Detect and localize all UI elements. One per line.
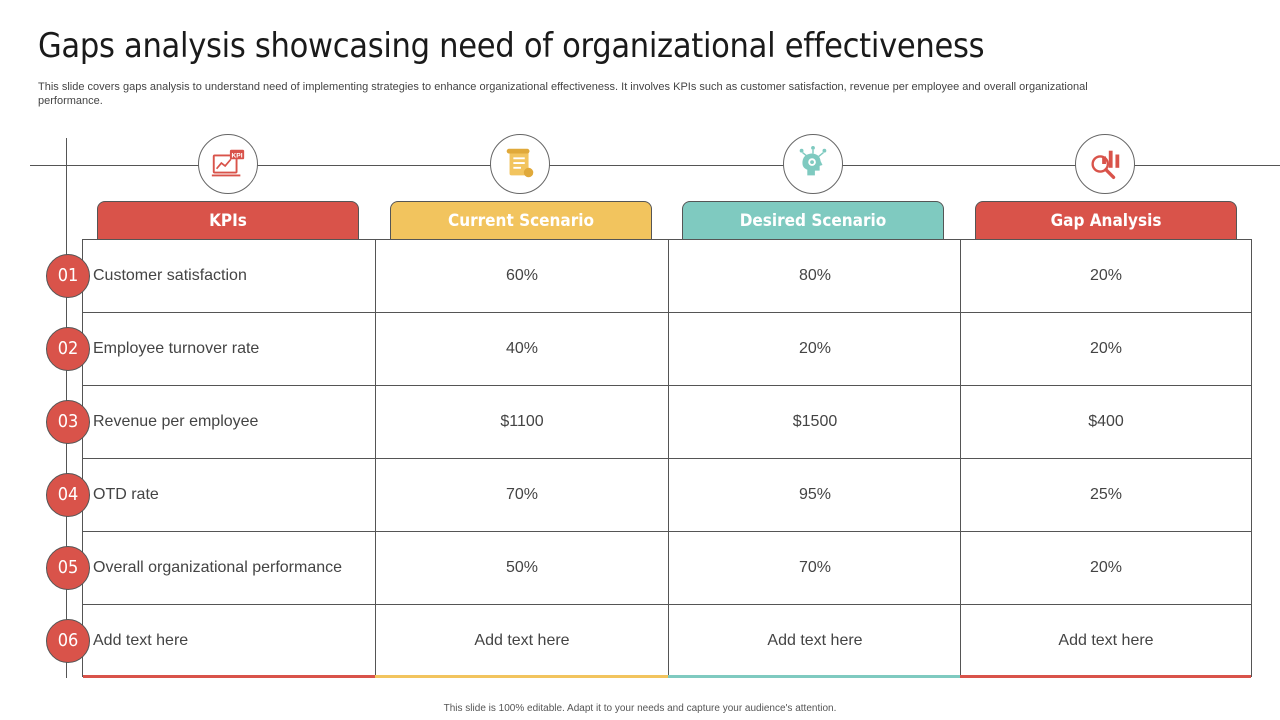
- kpi-cell: Employee turnover rate: [93, 340, 260, 357]
- gap-cell: 25%: [960, 459, 1251, 531]
- magnifier-chart-icon: [1075, 134, 1135, 194]
- current-cell: $1100: [375, 386, 668, 458]
- kpi-cell: Add text here: [93, 632, 189, 649]
- row-number-badge: 01: [46, 254, 90, 298]
- header-current-scenario: Current Scenario: [390, 201, 652, 239]
- current-bottom-strip: [375, 675, 668, 678]
- gap-cell: 20%: [960, 313, 1251, 385]
- table-row: Customer satisfaction 60% 80% 20%: [83, 240, 1251, 313]
- kpi-icon: KPI: [198, 134, 258, 194]
- row-number-badge: 06: [46, 619, 90, 663]
- current-cell: 50%: [375, 532, 668, 604]
- current-cell: 60%: [375, 240, 668, 312]
- table-row: Overall organizational performance 50% 7…: [83, 532, 1251, 605]
- header-desired-scenario: Desired Scenario: [682, 201, 944, 239]
- desired-cell: 70%: [668, 532, 961, 604]
- header-gap-analysis: Gap Analysis: [975, 201, 1237, 239]
- scroll-icon: [490, 134, 550, 194]
- desired-cell: Add text here: [668, 605, 961, 677]
- kpi-cell: Overall organizational performance: [93, 559, 343, 576]
- desired-cell: 95%: [668, 459, 961, 531]
- kpi-cell: Revenue per employee: [93, 413, 259, 430]
- footer-note: This slide is 100% editable. Adapt it to…: [443, 703, 837, 714]
- current-cell: 40%: [375, 313, 668, 385]
- gap-cell: $400: [960, 386, 1251, 458]
- gap-cell: 20%: [960, 240, 1251, 312]
- brain-network-icon: [783, 134, 843, 194]
- desired-cell: 20%: [668, 313, 961, 385]
- gap-cell: 20%: [960, 532, 1251, 604]
- kpi-icon-label: KPI: [231, 152, 242, 159]
- row-number-badge: 05: [46, 546, 90, 590]
- kpis-bottom-strip: [83, 675, 375, 678]
- page-subtitle: This slide covers gaps analysis to under…: [38, 81, 1088, 107]
- row-number-badge: 02: [46, 327, 90, 371]
- current-cell: 70%: [375, 459, 668, 531]
- gap-bottom-strip: [960, 675, 1251, 678]
- desired-bottom-strip: [668, 675, 960, 678]
- current-cell: Add text here: [375, 605, 668, 677]
- page-title: Gaps analysis showcasing need of organiz…: [38, 26, 985, 66]
- row-number-badge: 03: [46, 400, 90, 444]
- table-row: Employee turnover rate 40% 20% 20%: [83, 313, 1251, 386]
- gap-analysis-table: Customer satisfaction 60% 80% 20% Employ…: [82, 239, 1252, 677]
- timeline-horizontal-line: [30, 165, 1280, 166]
- kpi-cell: OTD rate: [93, 486, 159, 503]
- desired-cell: 80%: [668, 240, 961, 312]
- gap-cell: Add text here: [960, 605, 1251, 677]
- kpi-cell: Customer satisfaction: [93, 267, 247, 284]
- desired-cell: $1500: [668, 386, 961, 458]
- table-row: Revenue per employee $1100 $1500 $400: [83, 386, 1251, 459]
- header-kpis: KPIs: [97, 201, 359, 239]
- row-number-badge: 04: [46, 473, 90, 517]
- table-row: OTD rate 70% 95% 25%: [83, 459, 1251, 532]
- table-row: Add text here Add text here Add text her…: [83, 605, 1251, 678]
